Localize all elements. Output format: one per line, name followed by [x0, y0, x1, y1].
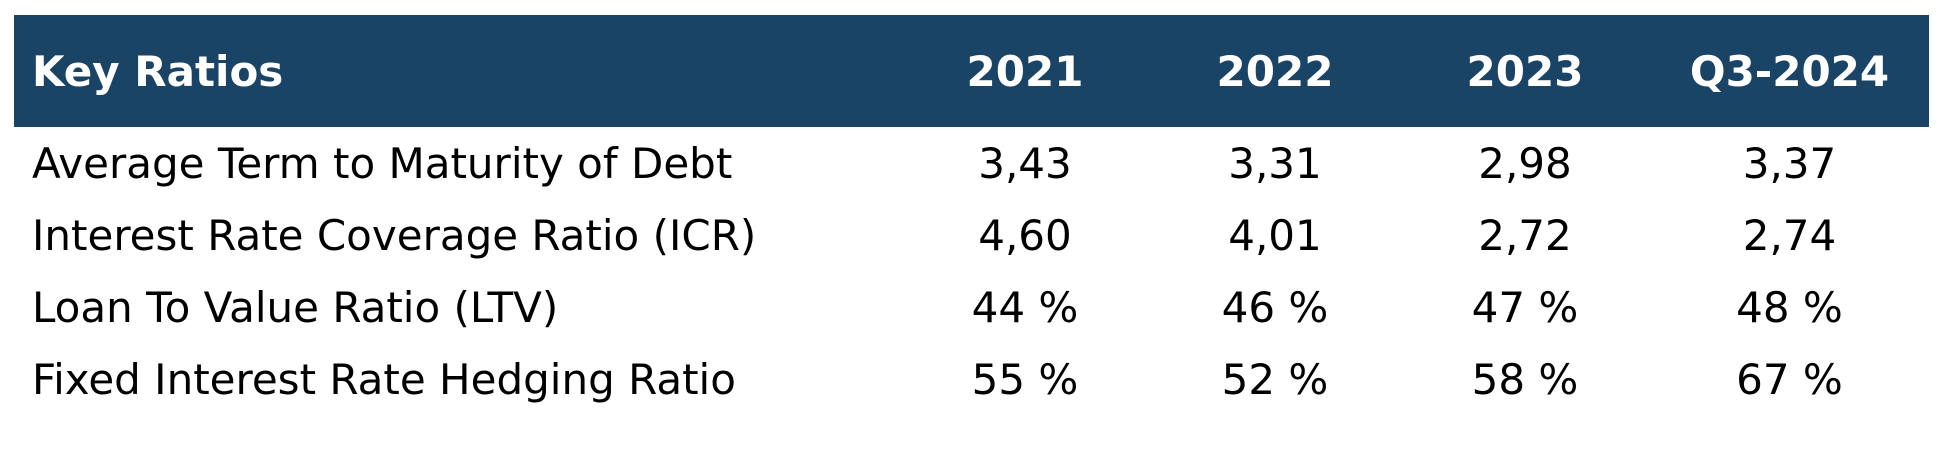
row-label: Interest Rate Coverage Ratio (ICR)	[32, 210, 757, 260]
header-2023: 2023	[1466, 46, 1584, 96]
row-label: Loan To Value Ratio (LTV)	[32, 282, 559, 332]
key-ratios-table: Key Ratios 2021 2022 2023 Q3-2024 Averag…	[14, 15, 1929, 415]
cell-value: 2,98	[1478, 138, 1572, 188]
cell-value: 2,74	[1742, 210, 1837, 260]
cell-value: 2,72	[1478, 210, 1572, 260]
header-key-ratios: Key Ratios	[32, 46, 284, 96]
cell-value: 4,01	[1228, 210, 1322, 260]
cell-value: 48 %	[1736, 282, 1843, 332]
table-row: Fixed Interest Rate Hedging Ratio 55 % 5…	[14, 343, 1929, 415]
header-2021: 2021	[966, 46, 1084, 96]
cell-value: 4,60	[978, 210, 1072, 260]
cell-value: 67 %	[1736, 354, 1843, 404]
cell-value: 44 %	[971, 282, 1079, 332]
cell-value: 47 %	[1471, 282, 1579, 332]
cell-value: 58 %	[1471, 354, 1579, 404]
table-row: Interest Rate Coverage Ratio (ICR) 4,60 …	[14, 199, 1929, 271]
header-q3-2024: Q3-2024	[1689, 46, 1890, 96]
table-row: Loan To Value Ratio (LTV) 44 % 46 % 47 %…	[14, 271, 1929, 343]
cell-value: 3,31	[1228, 138, 1322, 188]
cell-value: 46 %	[1221, 282, 1329, 332]
table-header-row: Key Ratios 2021 2022 2023 Q3-2024	[14, 15, 1929, 127]
row-label: Average Term to Maturity of Debt	[32, 138, 733, 188]
cell-value: 52 %	[1221, 354, 1329, 404]
row-label: Fixed Interest Rate Hedging Ratio	[32, 354, 736, 404]
cell-value: 55 %	[971, 354, 1079, 404]
header-2022: 2022	[1216, 46, 1334, 96]
table-row: Average Term to Maturity of Debt 3,43 3,…	[14, 127, 1929, 199]
cell-value: 3,37	[1742, 138, 1837, 188]
cell-value: 3,43	[978, 138, 1072, 188]
